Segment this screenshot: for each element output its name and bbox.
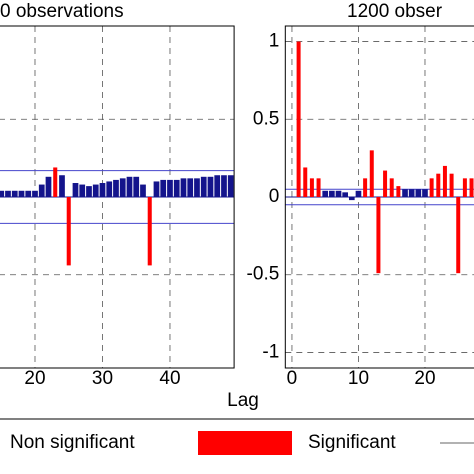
bar — [422, 189, 428, 197]
bar — [59, 175, 65, 197]
bar — [11, 190, 18, 197]
bar — [207, 176, 214, 197]
bar — [389, 178, 394, 197]
x-axis-label: Lag — [227, 390, 259, 411]
bar — [462, 178, 467, 197]
bar — [113, 179, 119, 197]
bar — [66, 197, 71, 266]
bar — [173, 179, 180, 197]
bar — [133, 176, 140, 197]
right-panel: 1200 obser 0 10 20 -1 -0.5 0 0.5 1 Lag — [227, 1, 474, 411]
bar — [86, 186, 92, 197]
x-tick-label: 20 — [414, 368, 435, 389]
bar — [18, 190, 25, 197]
bar — [469, 178, 474, 197]
y-tick-label: -0.5 — [247, 264, 280, 285]
bar — [303, 167, 308, 197]
bar — [0, 190, 5, 197]
plot-frame — [0, 25, 235, 369]
bar — [32, 190, 38, 197]
bar — [442, 165, 447, 197]
x-tick-label: 20 — [24, 368, 45, 389]
y-tick-label: 0 — [269, 186, 280, 207]
bar — [214, 175, 221, 197]
bar — [147, 197, 152, 266]
bar — [456, 197, 461, 274]
plot-frame — [284, 25, 474, 369]
bar — [187, 178, 194, 197]
bar — [376, 197, 381, 274]
bar — [329, 190, 335, 197]
x-tick-label: 30 — [92, 368, 113, 389]
bar — [140, 184, 146, 197]
bar — [309, 178, 314, 197]
bar — [396, 186, 401, 197]
bar — [45, 176, 52, 197]
x-tick-label: 0 — [287, 368, 298, 389]
bar — [79, 184, 86, 197]
bar — [408, 189, 415, 197]
bar — [449, 173, 454, 197]
bar — [119, 178, 126, 197]
y-tick-label: 0.5 — [253, 108, 279, 129]
bar — [342, 192, 348, 197]
bar — [335, 190, 342, 197]
bar — [296, 41, 301, 197]
bar — [126, 176, 133, 197]
bar — [53, 167, 58, 197]
legend-label: Significant — [308, 432, 396, 453]
panel-title: 1200 obser — [347, 1, 443, 22]
bar — [106, 181, 113, 197]
bar — [348, 197, 355, 201]
bar — [160, 179, 167, 197]
x-tick-label: 40 — [159, 368, 180, 389]
bar — [200, 176, 207, 197]
x-tick-label: 10 — [348, 368, 369, 389]
legend: Non significant Significant — [0, 418, 474, 455]
y-tick-label: -1 — [262, 341, 279, 362]
bar — [153, 181, 160, 197]
bar — [355, 190, 362, 197]
bar — [316, 178, 321, 197]
bar — [363, 178, 368, 197]
bar — [322, 190, 329, 197]
legend-label: Non significant — [10, 432, 135, 453]
bar — [92, 184, 99, 197]
bar — [194, 178, 200, 197]
bar — [5, 190, 11, 197]
bar — [369, 150, 374, 197]
bar — [221, 175, 227, 197]
bar — [38, 184, 45, 197]
bar — [429, 178, 434, 197]
bar — [72, 183, 79, 197]
bar — [227, 175, 234, 197]
bar — [415, 189, 422, 197]
legend-swatch — [198, 431, 292, 455]
bar — [25, 190, 32, 197]
bar — [99, 183, 106, 197]
y-tick-label: 1 — [269, 31, 280, 52]
bar — [383, 170, 388, 197]
bar — [436, 173, 441, 197]
bar — [180, 178, 187, 197]
bar — [402, 189, 408, 197]
panel-title: 0 observations — [0, 1, 124, 22]
bar — [167, 179, 173, 197]
